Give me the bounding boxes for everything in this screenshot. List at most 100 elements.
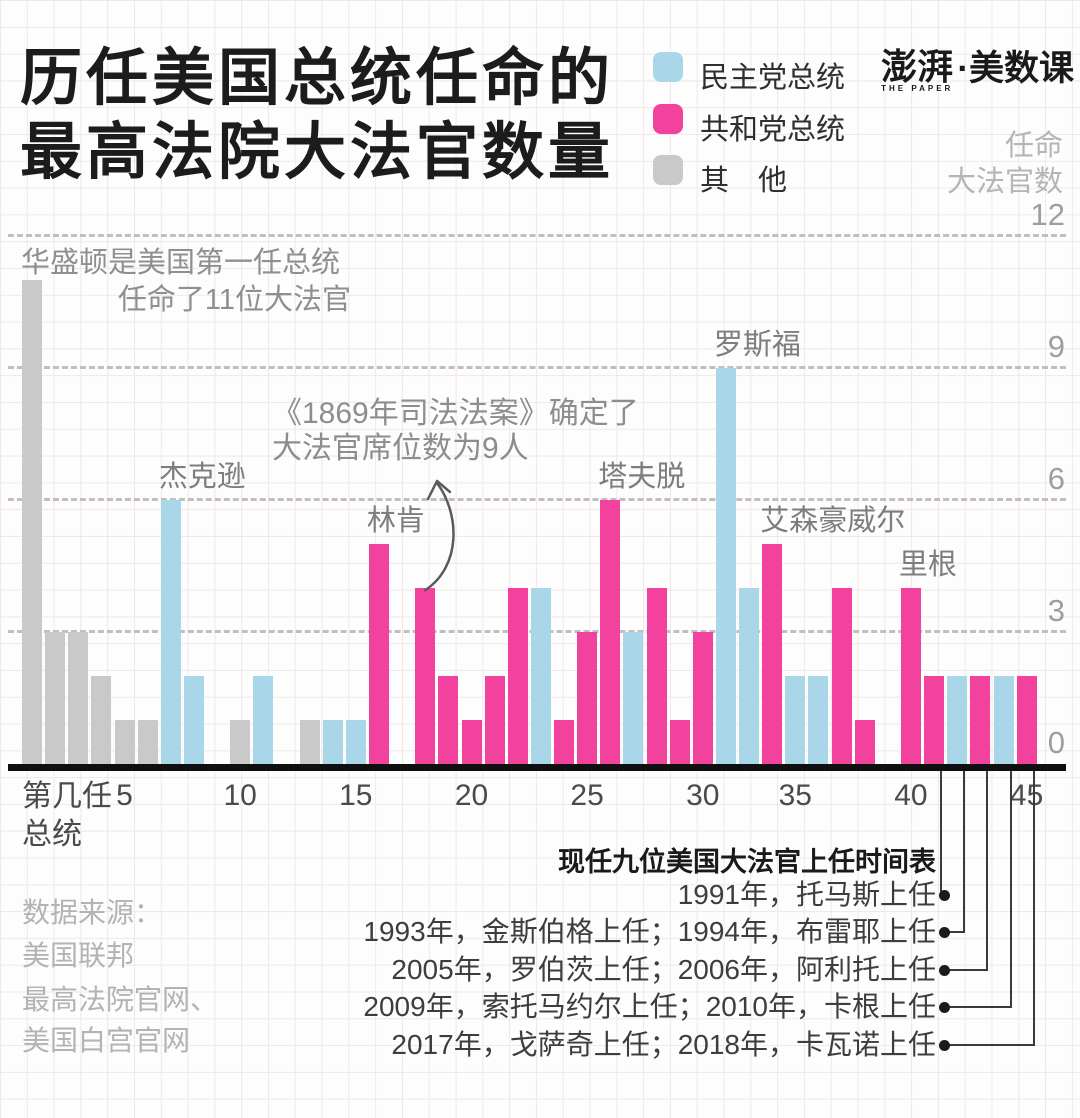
data-source-line2: 美国联邦 (22, 940, 135, 971)
bar-slot-28 (646, 588, 667, 764)
annotation-washington-line1: 华盛顿是美国第一任总统 (21, 247, 341, 279)
bar-slot-33 (762, 544, 783, 764)
annotation-1869-act-line1: 《1869年司法法案》确定了 (272, 397, 639, 430)
page-title-line2: 最高法院大法官数量 (20, 118, 615, 187)
gridline-y-9 (8, 366, 1066, 369)
data-source-line4: 美国白宫官网 (22, 1025, 191, 1056)
y-axis-title: 任命 大法官数 (947, 128, 1063, 200)
bar-slot-2 (45, 632, 66, 764)
annotation-washington: 华盛顿是美国第一任总统 任命了11位大法官 (21, 245, 351, 319)
data-source-line3: 最高法院官网、 (22, 984, 219, 1015)
annotation-26: 塔夫脱 (598, 461, 686, 493)
callout-bullet-1 (939, 890, 950, 901)
bar-slot-40 (924, 676, 945, 764)
x-tick-label-10: 10 (223, 779, 257, 812)
footer-table-title: 现任九位美国大法官上任时间表 (558, 847, 936, 877)
bar-slot-7 (160, 500, 181, 764)
x-tick-label-40: 40 (894, 779, 928, 812)
brand-logo-suffix: ·美数课 (957, 49, 1074, 88)
brand-logo-en: THE PAPER (881, 84, 954, 93)
callout-line-4 (1009, 771, 1012, 1008)
bar-slot-5 (114, 720, 135, 764)
bar-slot-36 (831, 588, 852, 764)
bar-slot-13 (299, 720, 320, 764)
bar-slot-16 (368, 544, 389, 764)
bar-slot-25 (577, 632, 598, 764)
bar-slot-19 (438, 676, 459, 764)
legend-swatch-democrat (653, 52, 683, 82)
bar-slot-29 (669, 720, 690, 764)
x-axis-line (8, 764, 1066, 771)
gridline-y-12 (8, 234, 1066, 237)
bar-slot-20 (461, 720, 482, 764)
bar-slot-39 (900, 588, 921, 764)
legend-swatch-other (653, 155, 683, 185)
callout-line-2 (963, 771, 966, 933)
bar-slot-18 (415, 588, 436, 764)
annotation-39: 里根 (898, 549, 957, 581)
y-axis-title-line2: 大法官数 (946, 166, 1063, 198)
callout-bullet-2 (939, 927, 950, 938)
bar-slot-21 (484, 676, 505, 764)
x-axis-title-line1: 第几任 (22, 780, 112, 813)
bar-slot-32 (739, 588, 759, 764)
bar-slot-10 (230, 720, 251, 764)
brand-logo-cn-block: 澎湃 THE PAPER (881, 47, 954, 94)
x-tick-label-5: 5 (116, 779, 133, 812)
callout-bullet-5 (939, 1040, 950, 1051)
x-tick-label-15: 15 (339, 779, 373, 812)
y-tick-label-0: 0 (1047, 725, 1065, 760)
bar-slot-43 (993, 676, 1014, 764)
bar-slot-41 (947, 676, 968, 764)
annotation-31: 罗斯福 (713, 329, 801, 361)
bar-slot-1 (22, 280, 42, 764)
callout-bullet-4 (939, 1002, 950, 1013)
callout-line-3 (986, 771, 989, 971)
bar-slot-27 (623, 632, 644, 764)
bar-slot-15 (345, 720, 366, 764)
annotation-16: 林肯 (366, 505, 425, 537)
callout-connector-4 (944, 1006, 1012, 1008)
bar-slot-6 (137, 720, 158, 764)
x-tick-label-25: 25 (570, 779, 604, 812)
x-tick-label-35: 35 (778, 779, 812, 812)
bar-slot-24 (554, 720, 574, 764)
bar-slot-23 (530, 588, 551, 764)
bar-slot-11 (253, 676, 274, 764)
y-tick-label-12: 12 (1030, 197, 1065, 232)
callout-connector-5 (944, 1044, 1035, 1046)
legend-swatch-republican (653, 104, 683, 134)
footer-row-1: 1991年，托马斯上任 (677, 879, 936, 910)
brand-logo: 澎湃 THE PAPER ·美数课 (881, 47, 1074, 94)
annotation-33: 艾森豪威尔 (760, 505, 906, 537)
bar-slot-44 (1016, 676, 1037, 764)
callout-connector-2 (944, 931, 966, 933)
y-axis-title-line1: 任命 (1004, 130, 1063, 162)
annotation-1869-act-line2: 大法官席位数为9人 (272, 432, 529, 465)
page-title: 历任美国总统任命的 最高法院大法官数量 (20, 42, 614, 190)
annotation-7: 杰克逊 (158, 461, 246, 493)
bar-slot-34 (785, 676, 806, 764)
callout-line-1 (940, 771, 943, 896)
page-title-line1: 历任美国总统任命的 (20, 44, 615, 113)
bar-slot-26 (600, 500, 621, 764)
callout-line-5 (1032, 771, 1035, 1046)
legend-label-republican: 共和党总统 (700, 114, 846, 146)
data-source-line1: 数据来源： (22, 897, 163, 928)
x-tick-label-20: 20 (454, 779, 489, 812)
bar-slot-31 (715, 368, 736, 764)
bar-slot-30 (692, 632, 713, 764)
bar-slot-4 (91, 676, 112, 764)
x-tick-label-45: 45 (1009, 779, 1044, 812)
bar-slot-14 (322, 720, 343, 764)
bar-slot-8 (183, 676, 204, 764)
legend-label-other: 其 他 (700, 165, 788, 197)
footer-row-3: 2005年，罗伯茨上任；2006年，阿利托上任 (391, 954, 936, 985)
footer-row-5: 2017年，戈萨奇上任；2018年，卡瓦诺上任 (391, 1029, 936, 1060)
brand-logo-cn: 澎湃 (881, 47, 954, 87)
footer-row-2: 1993年，金斯伯格上任；1994年，布雷耶上任 (363, 916, 936, 947)
y-tick-label-3: 3 (1047, 593, 1065, 628)
bar-slot-42 (970, 676, 991, 764)
y-tick-label-9: 9 (1047, 329, 1065, 364)
